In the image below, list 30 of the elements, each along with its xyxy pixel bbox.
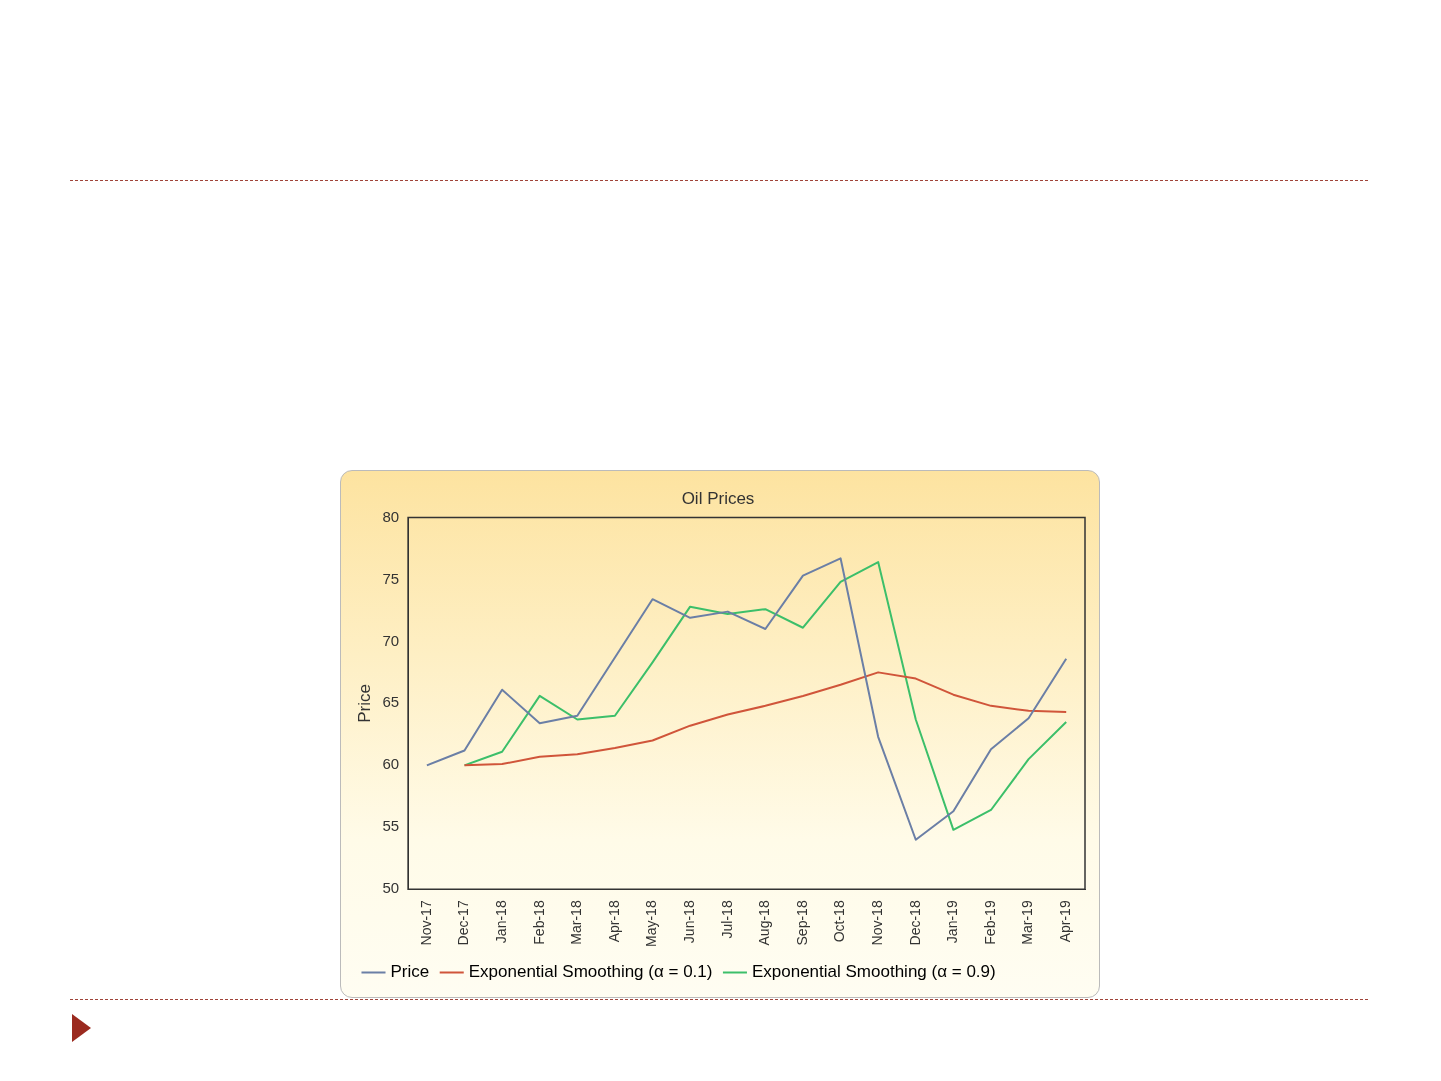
x-tick-label: Jul-18: [718, 900, 735, 939]
x-tick-label: Nov-18: [869, 900, 886, 946]
y-tick-label: 50: [382, 879, 400, 897]
y-tick-label: 70: [382, 631, 400, 649]
x-tick-label: Mar-18: [568, 900, 585, 945]
y-tick-label: 55: [382, 817, 400, 835]
x-tick-label: Feb-18: [530, 900, 547, 945]
y-axis-title: Price: [354, 683, 374, 723]
x-tick-label: Feb-19: [981, 900, 998, 945]
x-tick-label: Oct-18: [831, 900, 848, 943]
x-tick-label: Dec-17: [455, 900, 472, 946]
y-tick-label: 80: [382, 507, 400, 525]
x-tick-label: Aug-18: [756, 900, 773, 946]
chart-title: Oil Prices: [681, 488, 755, 508]
x-tick-label: Jan-18: [492, 900, 509, 944]
x-tick-label: Jan-19: [944, 900, 961, 944]
y-tick-label: 65: [382, 693, 400, 711]
x-tick-label: Nov-17: [417, 900, 434, 946]
x-tick-label: Apr-19: [1057, 900, 1074, 943]
x-tick-label: May-18: [643, 900, 660, 947]
x-tick-label: Apr-18: [605, 900, 622, 943]
y-tick-label: 75: [382, 569, 400, 587]
y-tick-label: 60: [382, 755, 400, 773]
legend-label: Price: [390, 962, 430, 982]
x-tick-label: Jun-18: [680, 900, 697, 944]
x-tick-label: Dec-18: [906, 900, 923, 946]
legend-label: Exponential Smoothing (α = 0.9): [751, 962, 996, 982]
legend-label: Exponential Smoothing (α = 0.1): [468, 962, 713, 982]
x-tick-label: Mar-19: [1019, 900, 1036, 945]
x-tick-label: Sep-18: [793, 900, 810, 946]
